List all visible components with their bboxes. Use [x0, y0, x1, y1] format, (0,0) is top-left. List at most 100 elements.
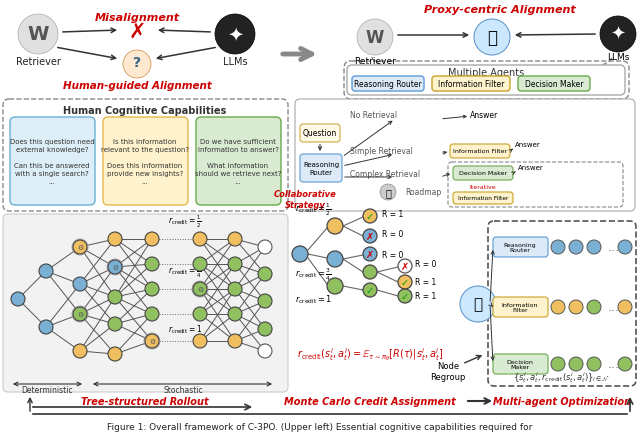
Text: Reasoning
Router: Reasoning Router [303, 162, 339, 175]
Circle shape [215, 15, 255, 55]
Text: ...: ... [608, 358, 620, 371]
Circle shape [72, 240, 88, 256]
Text: Does this question need
external knowledge?

Can this be answered
with a single : Does this question need external knowled… [10, 139, 94, 184]
Circle shape [258, 267, 272, 281]
Circle shape [11, 293, 25, 306]
Text: $r_\mathrm{credit}=\frac{3}{4}$: $r_\mathrm{credit}=\frac{3}{4}$ [295, 266, 332, 283]
FancyBboxPatch shape [196, 118, 281, 206]
Text: ✗: ✗ [366, 250, 374, 260]
Circle shape [327, 251, 343, 267]
Circle shape [618, 240, 632, 254]
Text: $r_\mathrm{credit}=1$: $r_\mathrm{credit}=1$ [168, 323, 202, 335]
Circle shape [460, 286, 496, 322]
FancyBboxPatch shape [347, 66, 625, 96]
Text: ✗: ✗ [401, 261, 409, 271]
Circle shape [327, 278, 343, 294]
Text: Multi-agent Optimization: Multi-agent Optimization [493, 396, 631, 406]
FancyBboxPatch shape [300, 155, 342, 183]
Text: $\{s_t^i, a_t^i, r_\mathrm{credit}(s_t^i, a_t^i)\}_{i\in\mathcal{N}}$: $\{s_t^i, a_t^i, r_\mathrm{credit}(s_t^i… [513, 370, 611, 385]
FancyBboxPatch shape [295, 100, 635, 211]
Text: Human Cognitive Capabilities: Human Cognitive Capabilities [63, 106, 227, 116]
Circle shape [292, 247, 308, 263]
FancyBboxPatch shape [10, 118, 95, 206]
Circle shape [551, 357, 565, 371]
Circle shape [228, 307, 242, 321]
Circle shape [73, 277, 87, 291]
Text: R = 1: R = 1 [382, 210, 403, 219]
Text: Decision Maker: Decision Maker [459, 171, 507, 176]
Text: Retriever: Retriever [354, 57, 396, 66]
Text: 🗺: 🗺 [385, 187, 391, 197]
Circle shape [145, 334, 159, 348]
Circle shape [108, 260, 122, 274]
Circle shape [228, 334, 242, 348]
FancyBboxPatch shape [453, 193, 513, 204]
Text: Information
Filter: Information Filter [502, 302, 538, 312]
FancyBboxPatch shape [493, 297, 548, 317]
Text: No Retrieval: No Retrieval [350, 110, 397, 119]
Text: ...: ... [608, 241, 620, 254]
Circle shape [39, 320, 53, 334]
Circle shape [569, 240, 583, 254]
Text: ⚙: ⚙ [77, 244, 83, 250]
Circle shape [363, 265, 377, 279]
Text: Figure 1: Overall framework of C-3PO. (Upper left) Essential cognitive capabilit: Figure 1: Overall framework of C-3PO. (U… [108, 423, 532, 431]
Text: ⚙: ⚙ [149, 338, 155, 344]
Circle shape [258, 240, 272, 254]
Text: Deterministic: Deterministic [21, 386, 73, 395]
FancyBboxPatch shape [518, 77, 590, 92]
Circle shape [380, 184, 396, 201]
Circle shape [228, 283, 242, 296]
Circle shape [123, 51, 151, 79]
Text: Complex Retrieval: Complex Retrieval [350, 170, 420, 179]
Circle shape [72, 306, 88, 322]
Text: W: W [28, 26, 49, 44]
Text: R = 1: R = 1 [415, 278, 436, 287]
Text: Monte Carlo Credit Assignment: Monte Carlo Credit Assignment [284, 396, 456, 406]
Circle shape [73, 344, 87, 358]
FancyBboxPatch shape [3, 214, 288, 392]
Text: 🤖: 🤖 [474, 297, 483, 312]
Circle shape [258, 294, 272, 308]
Text: ✓: ✓ [401, 291, 409, 301]
Circle shape [73, 240, 87, 254]
Text: Stochastic: Stochastic [163, 386, 203, 395]
Text: Retriever: Retriever [15, 57, 60, 67]
Text: Iterative: Iterative [470, 185, 496, 190]
Circle shape [258, 344, 272, 358]
Text: Simple Retrieval: Simple Retrieval [350, 147, 413, 156]
Text: Do we have sufficient
information to answer?

What information
should we retriev: Do we have sufficient information to ans… [195, 139, 281, 184]
Text: Information Filter: Information Filter [438, 80, 504, 89]
Text: ?: ? [133, 56, 141, 70]
Circle shape [108, 317, 122, 331]
Text: Tree-structured Rollout: Tree-structured Rollout [81, 396, 209, 406]
Text: $r_\mathrm{credit}(s_t^i, a_t^i) = \mathbb{E}_{\tau\sim\pi_\theta}[R(\tau)|s_t^i: $r_\mathrm{credit}(s_t^i, a_t^i) = \math… [297, 346, 443, 362]
Text: Reasoning Router: Reasoning Router [354, 80, 422, 89]
Circle shape [569, 357, 583, 371]
Circle shape [357, 20, 393, 56]
Circle shape [228, 257, 242, 271]
FancyBboxPatch shape [493, 354, 548, 374]
Text: Collaborative
Strategy: Collaborative Strategy [274, 190, 337, 210]
Circle shape [108, 347, 122, 361]
Text: Is this information
relevant to the question?

Does this information
provide new: Is this information relevant to the ques… [101, 139, 189, 184]
FancyBboxPatch shape [450, 145, 510, 159]
Circle shape [73, 307, 87, 321]
Text: Human-guided Alignment: Human-guided Alignment [63, 81, 211, 91]
FancyBboxPatch shape [432, 77, 510, 92]
Text: ✓: ✓ [366, 285, 374, 295]
Circle shape [228, 233, 242, 247]
Circle shape [39, 264, 53, 278]
Circle shape [618, 357, 632, 371]
Circle shape [363, 247, 377, 261]
Circle shape [107, 260, 123, 275]
Text: W: W [366, 29, 384, 47]
Text: R = 1: R = 1 [415, 292, 436, 301]
Circle shape [108, 290, 122, 304]
Circle shape [193, 257, 207, 271]
Text: $r_\mathrm{credit}=\frac{3}{4}$: $r_\mathrm{credit}=\frac{3}{4}$ [168, 263, 202, 279]
Text: R = 0: R = 0 [415, 260, 436, 269]
FancyBboxPatch shape [300, 125, 340, 143]
Circle shape [18, 15, 58, 55]
Circle shape [363, 230, 377, 243]
